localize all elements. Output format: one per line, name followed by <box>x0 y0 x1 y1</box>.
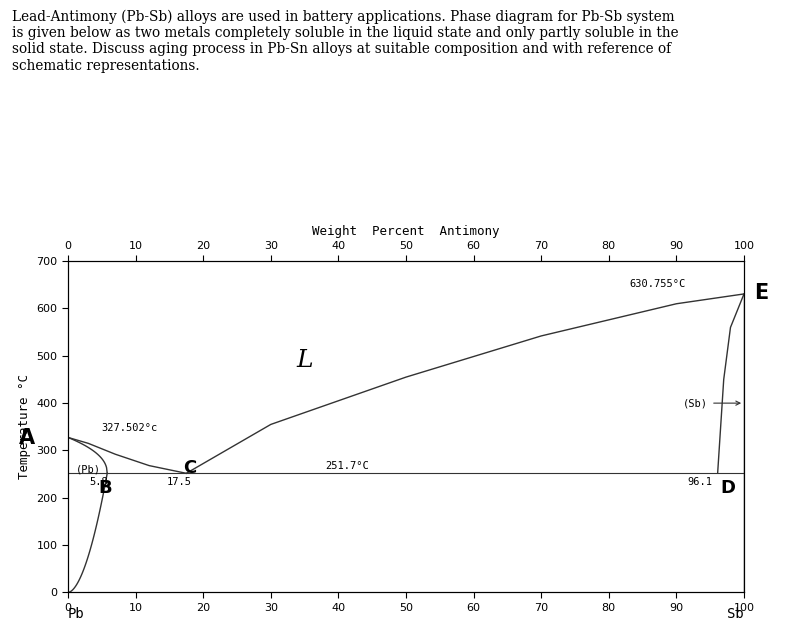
Text: L: L <box>296 349 313 372</box>
Text: (Pb): (Pb) <box>76 464 101 475</box>
Text: 17.5: 17.5 <box>167 477 192 487</box>
Text: B: B <box>98 479 112 497</box>
Text: (Sb): (Sb) <box>683 398 740 408</box>
Y-axis label: Temperature °C: Temperature °C <box>18 375 31 479</box>
Text: A: A <box>19 427 35 448</box>
Text: D: D <box>720 479 735 497</box>
Text: 96.1: 96.1 <box>687 477 713 487</box>
Text: C: C <box>183 459 196 478</box>
Text: 630.755°C: 630.755°C <box>629 278 686 289</box>
Text: 251.7°C: 251.7°C <box>325 461 369 471</box>
Text: Pb: Pb <box>68 607 85 621</box>
X-axis label: Weight  Percent  Antimony: Weight Percent Antimony <box>312 225 500 238</box>
Text: 5.8: 5.8 <box>89 477 108 487</box>
Text: Sb: Sb <box>727 607 744 621</box>
Text: 327.502°c: 327.502°c <box>102 424 158 433</box>
Text: Lead-Antimony (Pb-Sb) alloys are used in battery applications. Phase diagram for: Lead-Antimony (Pb-Sb) alloys are used in… <box>12 10 678 73</box>
Text: E: E <box>754 283 768 303</box>
